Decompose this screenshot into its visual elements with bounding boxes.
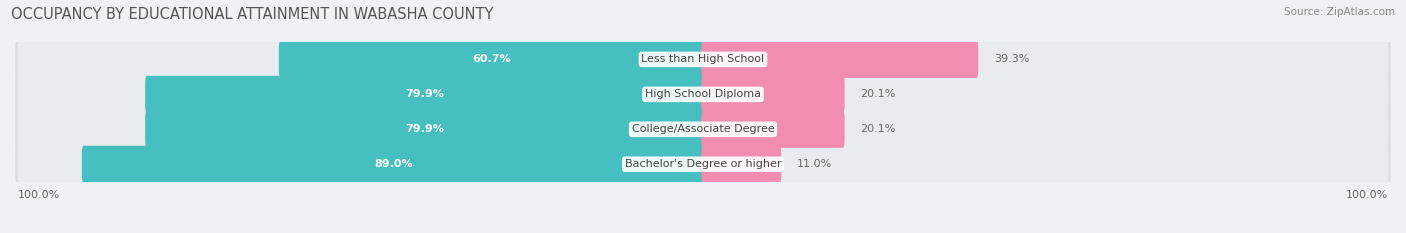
Text: 79.9%: 79.9% (405, 89, 444, 99)
Text: 20.1%: 20.1% (860, 124, 896, 134)
FancyBboxPatch shape (18, 145, 1388, 184)
FancyBboxPatch shape (15, 37, 1391, 82)
FancyBboxPatch shape (15, 72, 1391, 117)
Text: 39.3%: 39.3% (994, 55, 1029, 64)
FancyBboxPatch shape (15, 107, 1391, 152)
Text: 100.0%: 100.0% (17, 191, 59, 200)
FancyBboxPatch shape (18, 40, 1388, 79)
FancyBboxPatch shape (145, 111, 704, 148)
Text: 79.9%: 79.9% (405, 124, 444, 134)
FancyBboxPatch shape (702, 146, 782, 183)
Text: 11.0%: 11.0% (797, 159, 832, 169)
Text: 89.0%: 89.0% (374, 159, 412, 169)
Text: Less than High School: Less than High School (641, 55, 765, 64)
FancyBboxPatch shape (702, 76, 845, 113)
FancyBboxPatch shape (702, 111, 845, 148)
Text: Source: ZipAtlas.com: Source: ZipAtlas.com (1284, 7, 1395, 17)
Text: OCCUPANCY BY EDUCATIONAL ATTAINMENT IN WABASHA COUNTY: OCCUPANCY BY EDUCATIONAL ATTAINMENT IN W… (11, 7, 494, 22)
Text: 100.0%: 100.0% (1347, 191, 1389, 200)
FancyBboxPatch shape (702, 41, 979, 78)
FancyBboxPatch shape (15, 142, 1391, 187)
Text: College/Associate Degree: College/Associate Degree (631, 124, 775, 134)
FancyBboxPatch shape (145, 76, 704, 113)
Text: 60.7%: 60.7% (472, 55, 512, 64)
Text: High School Diploma: High School Diploma (645, 89, 761, 99)
Text: Bachelor's Degree or higher: Bachelor's Degree or higher (624, 159, 782, 169)
Text: 20.1%: 20.1% (860, 89, 896, 99)
FancyBboxPatch shape (18, 110, 1388, 149)
FancyBboxPatch shape (82, 146, 704, 183)
FancyBboxPatch shape (18, 75, 1388, 114)
FancyBboxPatch shape (278, 41, 704, 78)
